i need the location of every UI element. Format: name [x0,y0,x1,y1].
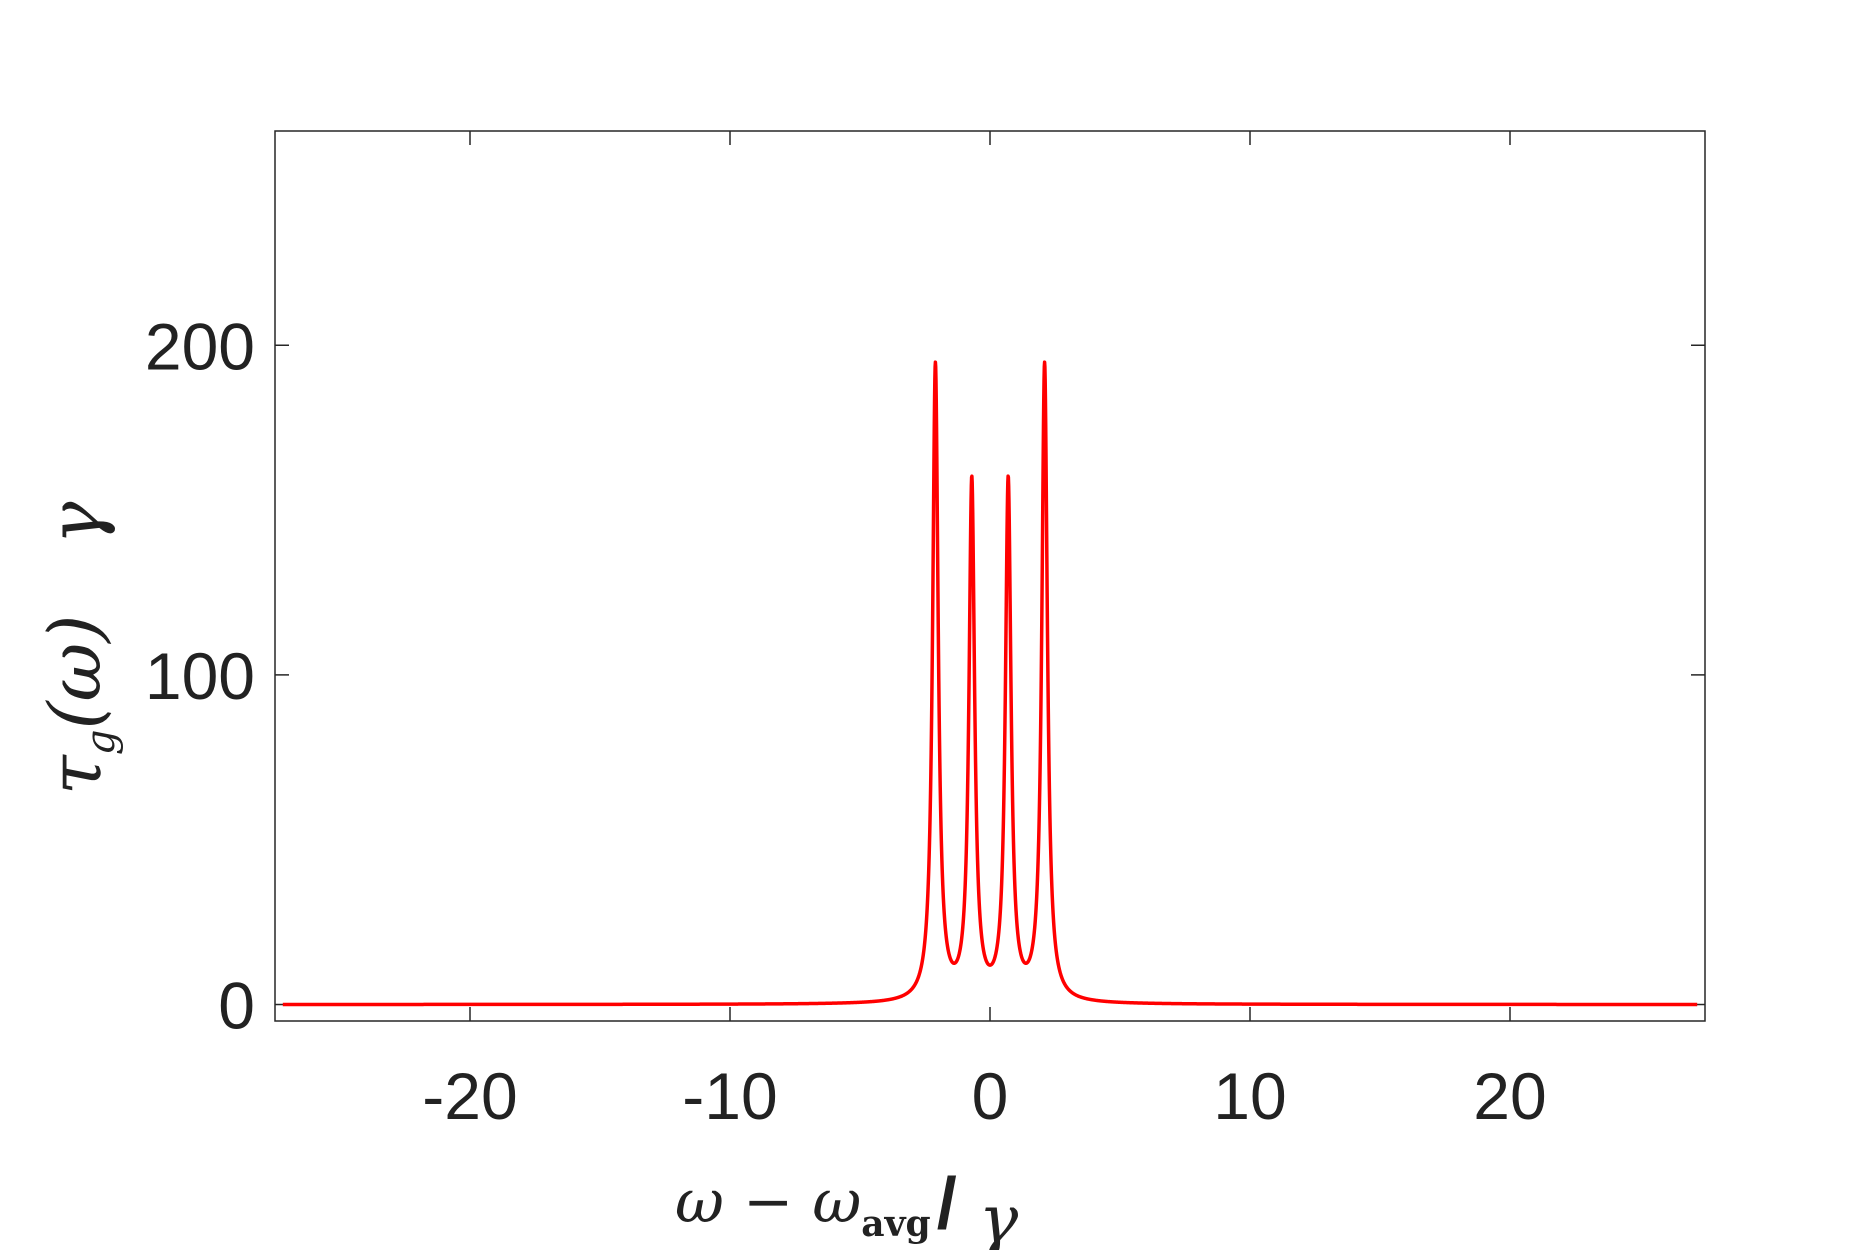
series-layer [281,360,1699,1007]
x-tick-label: 20 [1473,1059,1546,1133]
x-tick-label: -20 [422,1059,517,1133]
y-tick-label: 200 [145,309,255,383]
y-label-subscript: g [78,730,124,756]
plot-area [274,130,1706,1022]
y-label-main: τ [33,754,117,795]
y-ticks: 0 100 200 [145,309,1705,1043]
svg-text:ω − ωavg/γ: ω − ωavg/ γ [675,1164,1019,1250]
svg-text:τg(ω)γ: τg(ω) γ [33,501,124,795]
x-label-unit: γ [979,1181,1019,1250]
x-tick-label: 0 [972,1059,1009,1133]
x-tick-label: -10 [682,1059,777,1133]
x-label-main: ω − ω [675,1167,861,1237]
x-tick-label: 10 [1213,1059,1286,1133]
y-label-unit: γ [33,501,117,545]
x-ticks: -20 -10 0 10 20 [422,131,1547,1133]
y-tick-label: 0 [218,969,255,1043]
y-label-arg: (ω) [33,615,117,730]
y-axis-label: τg(ω) γ [33,501,124,795]
x-axis-label: ω − ωavg/ γ [675,1164,1019,1250]
y-tick-label: 100 [145,639,255,713]
x-label-subscript: avg [861,1203,930,1245]
x-label-slash: / [937,1164,957,1244]
series-line [281,360,1699,1007]
